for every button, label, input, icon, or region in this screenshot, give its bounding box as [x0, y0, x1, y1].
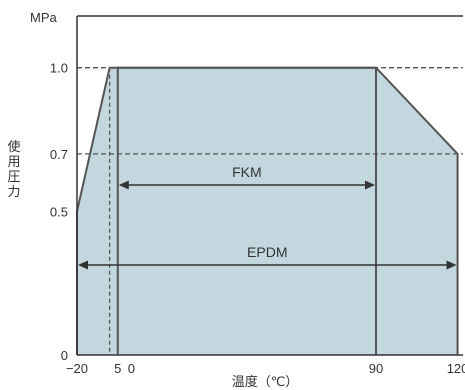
- series-line-fkm: [116, 66, 378, 355]
- x-axis-label: 温度（℃）: [232, 374, 299, 390]
- x-tick-label: 5: [114, 361, 121, 376]
- y-tick-label: 0.7: [50, 147, 68, 162]
- epdm-arrow-head-left: [78, 260, 88, 270]
- y-tick-label: 0: [61, 348, 68, 363]
- y-unit-label: MPa: [30, 10, 58, 25]
- tick-labels: 00.50.71.0−20 5 0 90 120: [50, 61, 465, 376]
- y-axis-label: 使用圧力: [6, 140, 22, 200]
- epdm-arrow-head-right: [446, 260, 457, 270]
- range-arrows: EPDM FKM: [78, 164, 457, 270]
- x-tick-label: 0: [128, 361, 135, 376]
- fkm-arrow-head-left: [118, 180, 129, 190]
- y-axis-label-char: 圧: [7, 170, 21, 185]
- y-tick-label: 0.5: [50, 204, 68, 219]
- epdm-label: EPDM: [247, 244, 287, 260]
- y-axis-label-char: 力: [7, 185, 21, 200]
- x-tick-label: 90: [369, 361, 383, 376]
- y-axis-label-char: 用: [7, 155, 21, 170]
- epdm-area: [77, 67, 458, 356]
- fkm-label: FKM: [232, 164, 262, 180]
- fkm-arrow-head-right: [365, 180, 376, 190]
- x-tick-label: 120: [447, 361, 465, 376]
- y-axis-label-char: 使: [7, 140, 21, 155]
- y-tick-label: 1.0: [50, 61, 68, 76]
- axes: [76, 15, 463, 356]
- x-tick-label: −20: [66, 361, 88, 376]
